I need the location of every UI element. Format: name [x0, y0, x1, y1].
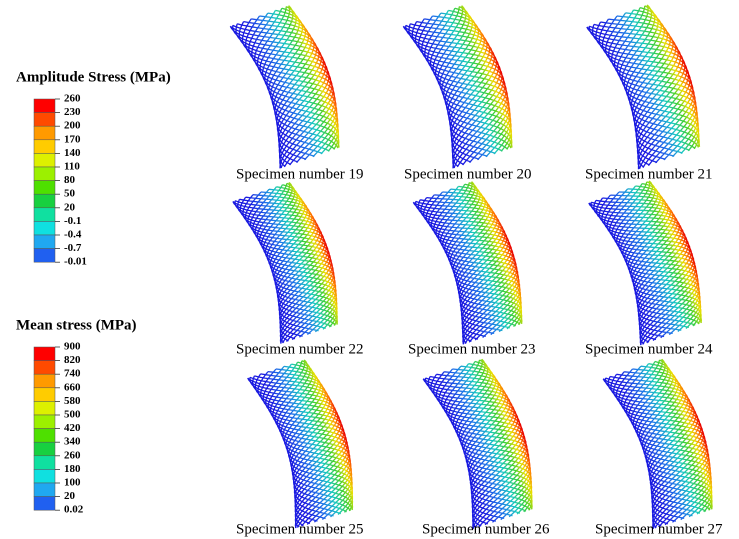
legend-label: -0.1 — [64, 215, 81, 227]
color-swatch — [34, 140, 55, 154]
legend-label: -0.01 — [64, 256, 87, 268]
legend-label: 20 — [64, 201, 76, 213]
specimen-caption: Specimen number 27 — [595, 521, 723, 537]
legend-label: 200 — [64, 120, 81, 132]
specimen-caption: Specimen number 23 — [408, 341, 535, 357]
stent — [603, 359, 712, 529]
stent — [423, 359, 532, 529]
stent — [413, 182, 522, 345]
figure: Amplitude Stress (MPa)260230200170140110… — [0, 0, 739, 539]
legend-label: 660 — [64, 381, 81, 393]
color-swatch — [34, 347, 55, 361]
color-swatch — [34, 181, 55, 195]
legend-label: 580 — [64, 395, 81, 407]
stent — [587, 5, 700, 169]
color-swatch — [34, 167, 55, 181]
legend-label: -0.4 — [64, 229, 82, 241]
stent — [248, 360, 353, 528]
color-swatch — [34, 442, 55, 456]
figure-canvas: Amplitude Stress (MPa)260230200170140110… — [0, 0, 739, 539]
legend-label: 420 — [64, 422, 81, 434]
legend-title: Amplitude Stress (MPa) — [16, 69, 171, 85]
legend-label: 500 — [64, 409, 81, 421]
legend-label: 170 — [64, 133, 81, 145]
color-swatch — [34, 99, 55, 113]
specimen-caption: Specimen number 24 — [585, 341, 713, 357]
specimen-caption: Specimen number 25 — [236, 521, 363, 537]
legend-title: Mean stress (MPa) — [16, 317, 137, 333]
legend-label: 740 — [64, 368, 81, 380]
legend-label: 260 — [64, 449, 81, 461]
color-swatch — [34, 497, 55, 511]
color-swatch — [34, 469, 55, 483]
color-swatch — [34, 221, 55, 235]
stent — [403, 6, 512, 169]
color-swatch — [34, 361, 55, 375]
legend-label: 0.02 — [64, 504, 84, 516]
color-swatch — [34, 153, 55, 167]
stent — [230, 6, 339, 169]
legend-label: 180 — [64, 463, 81, 475]
legend-label: 230 — [64, 106, 81, 118]
legend-label: 260 — [64, 93, 81, 105]
color-swatch — [34, 113, 55, 127]
color-swatch — [34, 374, 55, 388]
color-swatch — [34, 388, 55, 402]
color-swatch — [34, 249, 55, 263]
specimen-caption: Specimen number 19 — [236, 166, 363, 182]
stent — [589, 181, 702, 345]
legend-label: 110 — [64, 161, 80, 173]
color-swatch — [34, 429, 55, 443]
color-swatch — [34, 235, 55, 249]
color-swatch — [34, 126, 55, 140]
color-swatch — [34, 401, 55, 415]
color-swatch — [34, 194, 55, 208]
color-swatch — [34, 456, 55, 470]
color-swatch — [34, 415, 55, 429]
specimen-caption: Specimen number 20 — [404, 166, 531, 182]
stent — [233, 183, 337, 344]
legend-label: 50 — [64, 188, 76, 200]
specimen-caption: Specimen number 22 — [236, 341, 363, 357]
legend-label: 140 — [64, 147, 81, 159]
legend-label: 100 — [64, 477, 81, 489]
color-swatch — [34, 208, 55, 222]
legend-label: 20 — [64, 490, 76, 502]
legend-label: 340 — [64, 436, 81, 448]
legend-label: 80 — [64, 174, 76, 186]
legend-label: 900 — [64, 341, 81, 353]
legend-label: 820 — [64, 354, 81, 366]
color-swatch — [34, 483, 55, 497]
specimen-caption: Specimen number 26 — [422, 521, 550, 537]
specimen-caption: Specimen number 21 — [585, 166, 712, 182]
legend-label: -0.7 — [64, 242, 82, 254]
